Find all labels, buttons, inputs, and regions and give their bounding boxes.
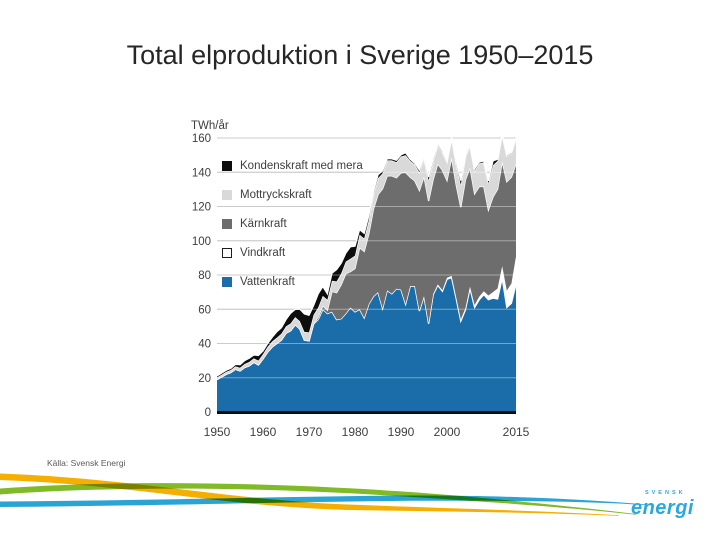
legend-item-mottryckskraft: Mottryckskraft	[222, 189, 363, 201]
y-tick-label: 20	[198, 373, 211, 385]
legend-swatch-karnkraft	[222, 219, 232, 229]
y-tick-label: 40	[198, 339, 211, 351]
x-tick-label: 1990	[388, 425, 415, 439]
source-note: Källa: Svensk Energi	[47, 458, 126, 468]
legend-swatch-kondenskraft	[222, 161, 232, 171]
x-tick-label: 1950	[204, 425, 231, 439]
legend-label-mottryckskraft: Mottryckskraft	[240, 189, 312, 201]
legend-item-kondenskraft: Kondenskraft med mera	[222, 160, 363, 172]
y-tick-label: 60	[198, 304, 211, 316]
x-tick-label: 1970	[296, 425, 323, 439]
area-edge-kondenskraft	[216, 133, 517, 377]
production-chart: 0 20 40 60 80 100 120 140 160 TWh/år 1950 1960 1970 1…	[185, 110, 535, 450]
legend-label-kondenskraft: Kondenskraft med mera	[240, 160, 363, 172]
area-vattenkraft	[217, 277, 516, 412]
x-tick-label: 2015	[503, 425, 530, 439]
y-tick-label: 120	[192, 202, 211, 214]
legend-item-vattenkraft: Vattenkraft	[222, 276, 363, 288]
legend-label-vindkraft: Vindkraft	[240, 247, 286, 259]
chart-legend: Kondenskraft med mera Mottryckskraft Kärnk…	[222, 160, 363, 288]
wave-blue	[0, 495, 648, 507]
legend-label-vattenkraft: Vattenkraft	[240, 276, 295, 288]
area-kondenskraft	[217, 133, 516, 378]
wave-yellow	[0, 473, 619, 516]
legend-swatch-vindkraft	[222, 248, 232, 258]
logo-small-text: SVENSK	[644, 490, 686, 496]
logo-main-text: energi	[630, 496, 694, 519]
x-tick-label: 2000	[434, 425, 461, 439]
legend-swatch-vattenkraft	[222, 277, 232, 287]
decorative-waves	[0, 473, 648, 516]
wave-green	[0, 483, 636, 515]
x-axis-line	[217, 411, 516, 414]
area-karnkraft	[217, 157, 516, 380]
x-tick-label: 1980	[342, 425, 369, 439]
y-tick-label: 100	[192, 236, 211, 248]
x-tick-label: 1960	[250, 425, 277, 439]
y-tick-label: 0	[205, 407, 211, 419]
y-axis-label: TWh/år	[191, 120, 229, 132]
y-tick-label: 80	[198, 270, 211, 282]
legend-swatch-mottryckskraft	[222, 190, 232, 200]
legend-item-vindkraft: Vindkraft	[222, 247, 363, 259]
legend-item-karnkraft: Kärnkraft	[222, 218, 363, 230]
legend-label-karnkraft: Kärnkraft	[240, 218, 287, 230]
svensk-energi-logo: SVENSK energi	[630, 490, 694, 519]
slide-title: Total elproduktion i Sverige 1950–2015	[126, 40, 594, 70]
y-tick-label: 160	[192, 133, 211, 145]
y-tick-label: 140	[192, 167, 211, 179]
